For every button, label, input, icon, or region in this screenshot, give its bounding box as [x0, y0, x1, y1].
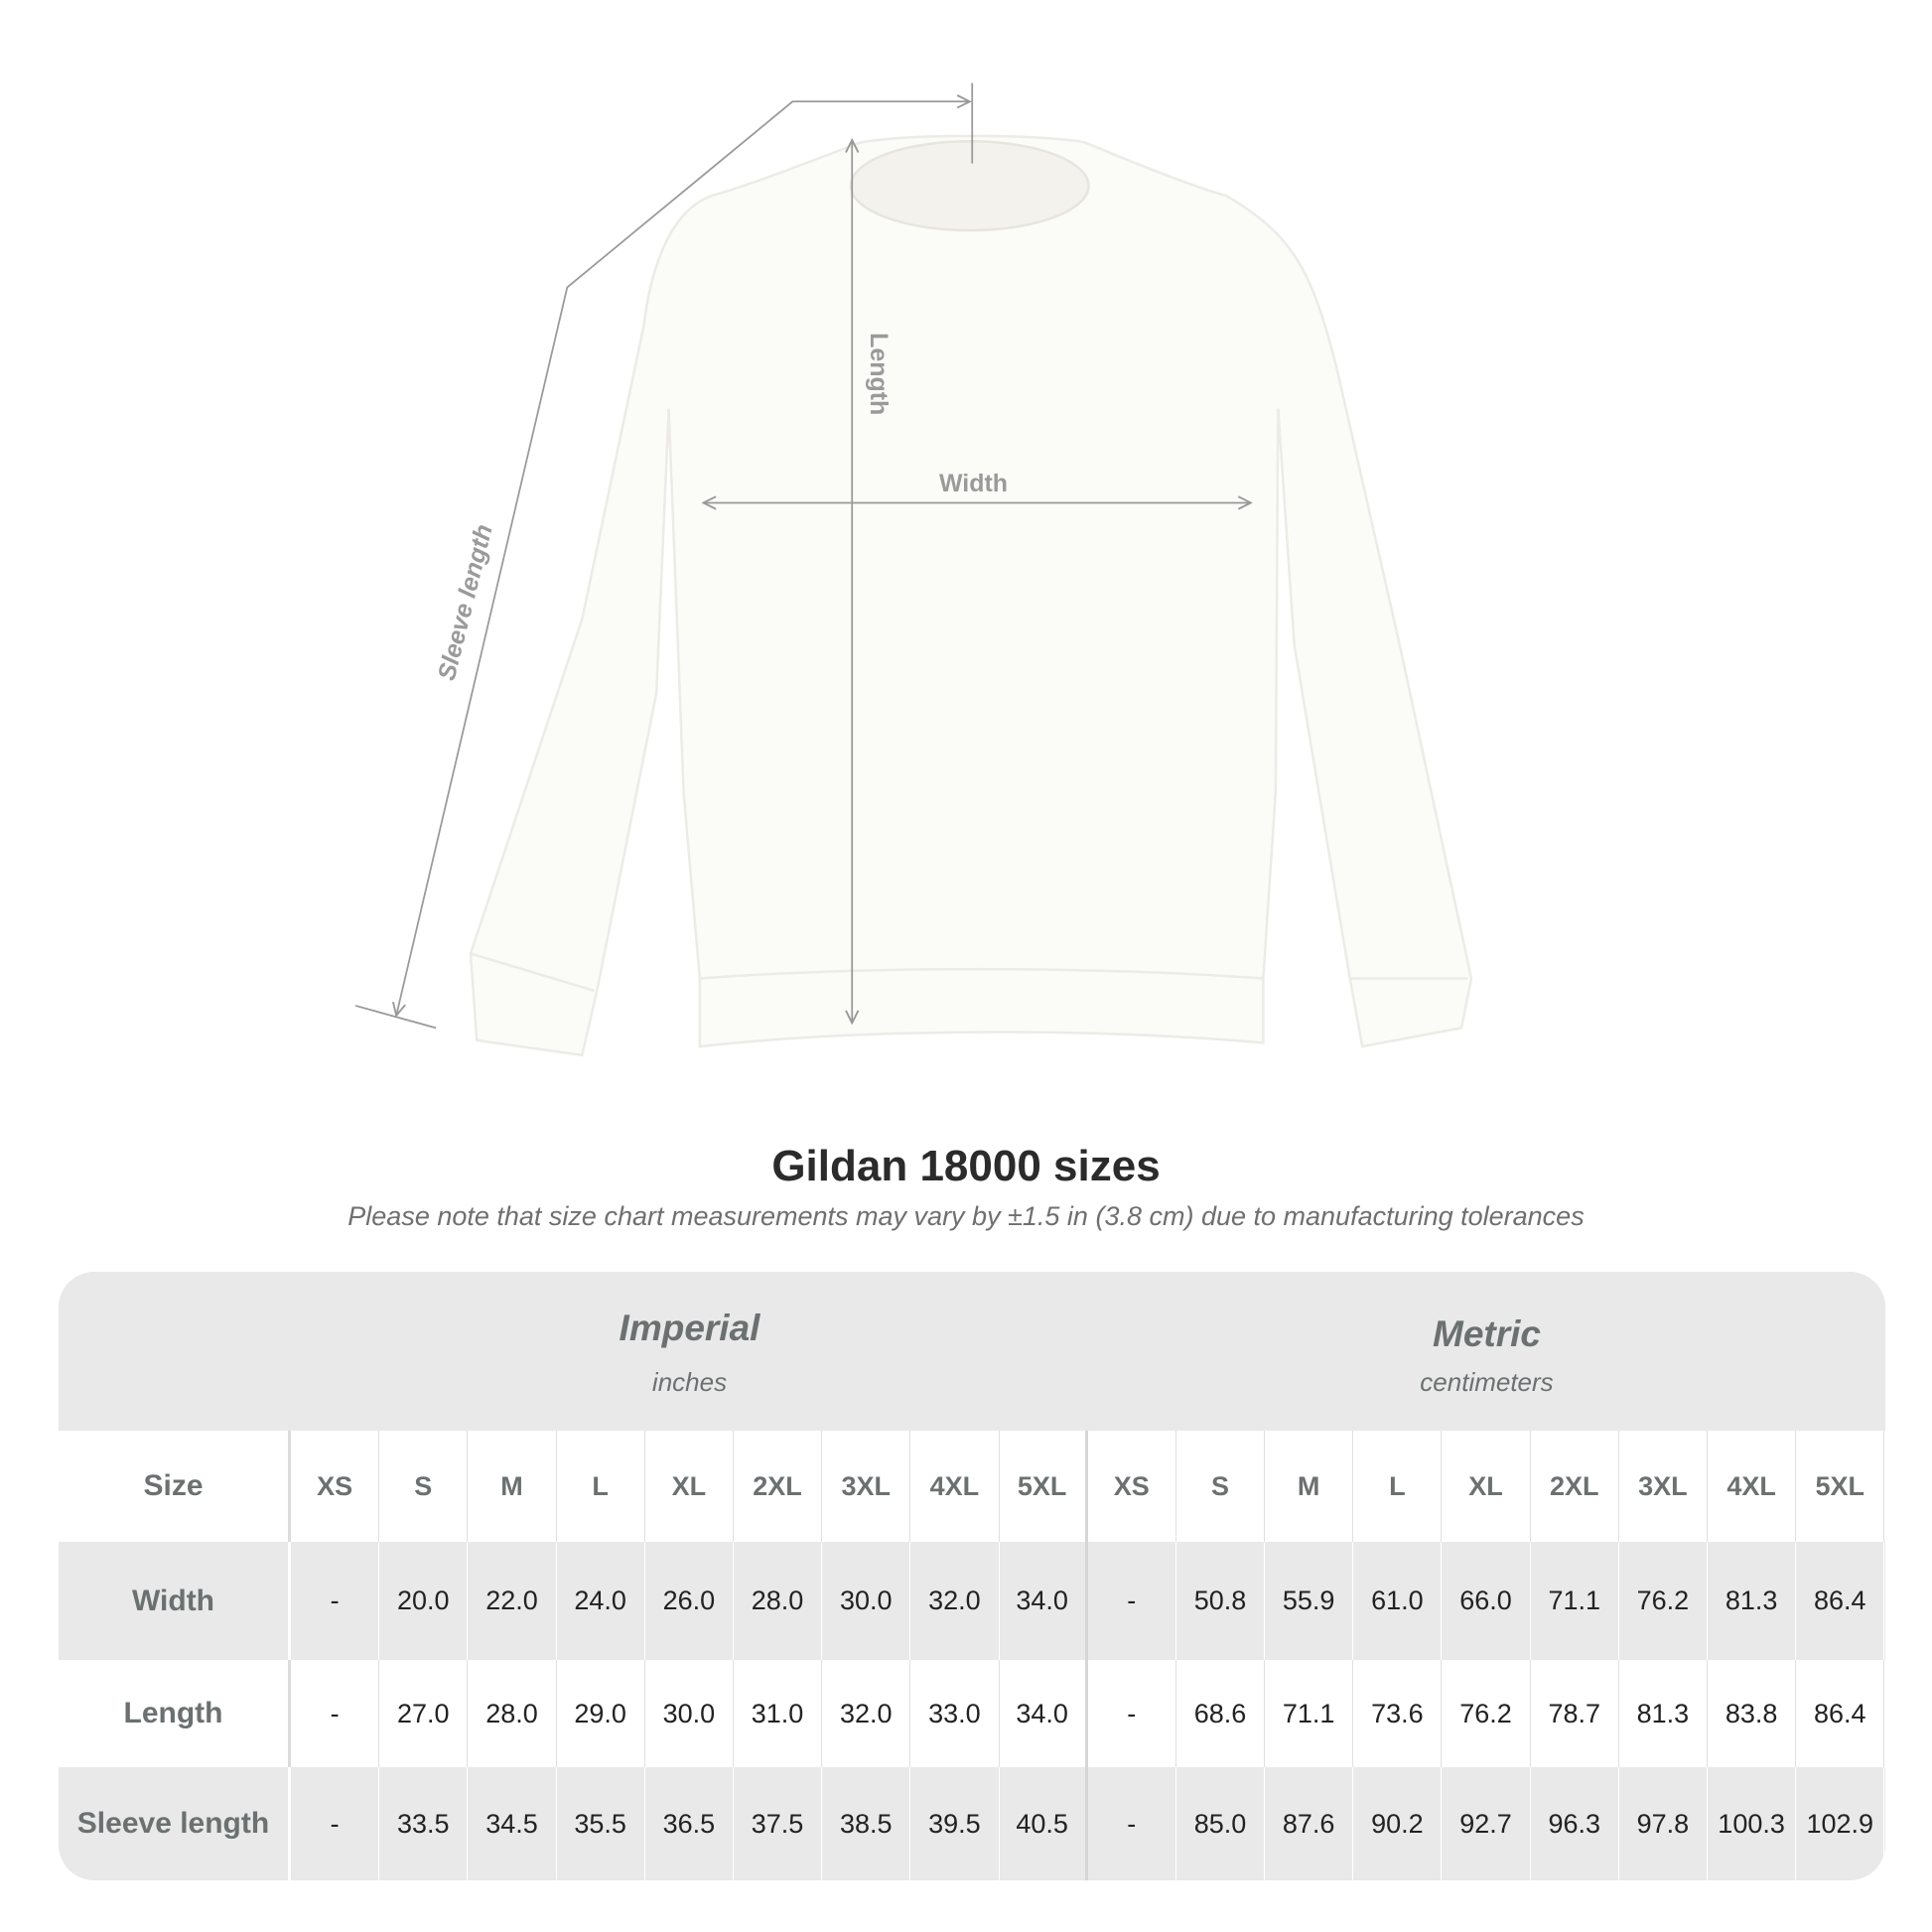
row-label: Length: [59, 1660, 291, 1767]
size-row: Size XS S M L XL 2XL 3XL 4XL 5XL XS S M L XL 2XL 3XL 4XL…: [59, 1431, 1885, 1542]
size-header-metric: 5XL: [1796, 1431, 1885, 1542]
table-cell-imperial: 28.0: [734, 1542, 823, 1660]
table-cell-imperial: -: [291, 1660, 380, 1767]
table-cell-metric: 81.3: [1708, 1542, 1797, 1660]
size-header-metric: S: [1176, 1431, 1266, 1542]
table-cell-metric: -: [1088, 1542, 1176, 1660]
table-cell-imperial: 27.0: [379, 1660, 469, 1767]
imperial-unit: inches: [651, 1367, 728, 1397]
imperial-header: Imperial inches: [291, 1272, 1088, 1431]
size-header-metric: 4XL: [1708, 1431, 1797, 1542]
tolerance-note: Please note that size chart measurements…: [347, 1201, 1585, 1231]
table-cell-imperial: 29.0: [557, 1660, 645, 1767]
size-header-imperial: 2XL: [734, 1431, 823, 1542]
table-cell-imperial: -: [291, 1767, 380, 1880]
size-header-metric: 3XL: [1619, 1431, 1708, 1542]
table-row-length: Length -27.0 28.0 29.0 30.0 31.0 32.0 33.0 34.0-…: [59, 1660, 1885, 1767]
metric-title: Metric: [1433, 1313, 1541, 1354]
measurement-lines: [354, 82, 1251, 1030]
size-header-imperial: XL: [645, 1431, 734, 1542]
table-cell-imperial: 34.0: [1000, 1660, 1088, 1767]
table-cell-imperial: 33.0: [910, 1660, 1000, 1767]
row-label: Sleeve length: [59, 1767, 291, 1880]
table-cell-imperial: 33.5: [379, 1767, 469, 1880]
table-cell-imperial: 24.0: [557, 1542, 645, 1660]
table-cell-metric: 81.3: [1619, 1660, 1708, 1767]
size-header-imperial: XS: [291, 1431, 380, 1542]
size-header-imperial: M: [468, 1431, 557, 1542]
table-cell-metric: 50.8: [1176, 1542, 1266, 1660]
size-header-imperial: 4XL: [910, 1431, 1000, 1542]
table-cell-metric: 71.1: [1265, 1660, 1354, 1767]
table-cell-imperial: 36.5: [645, 1767, 734, 1880]
size-table: Imperial inches Metric centimeters Size …: [59, 1272, 1885, 1880]
metric-unit: centimeters: [1420, 1367, 1554, 1397]
table-cell-metric: 100.3: [1708, 1767, 1797, 1880]
table-cell-metric: -: [1088, 1660, 1176, 1767]
size-header-imperial: L: [557, 1431, 645, 1542]
table-cell-imperial: 22.0: [468, 1542, 557, 1660]
table-cell-metric: 76.2: [1442, 1660, 1531, 1767]
table-header: Imperial inches Metric centimeters: [59, 1272, 1885, 1431]
table-cell-metric: 55.9: [1265, 1542, 1354, 1660]
sleeve-length-arrow: [396, 101, 970, 1016]
table-cell-imperial: 40.5: [1000, 1767, 1088, 1880]
length-label: Length: [865, 333, 893, 415]
table-cell-metric: 97.8: [1619, 1767, 1708, 1880]
imperial-title: Imperial: [619, 1308, 760, 1348]
size-header-imperial: 3XL: [822, 1431, 911, 1542]
table-cell-metric: 73.6: [1353, 1660, 1443, 1767]
table-cell-imperial: 31.0: [734, 1660, 823, 1767]
size-header-metric: XL: [1442, 1431, 1531, 1542]
table-cell-imperial: 34.5: [468, 1767, 557, 1880]
table-cell-metric: 61.0: [1353, 1542, 1443, 1660]
table-cell-imperial: 20.0: [379, 1542, 469, 1660]
table-cell-metric: 66.0: [1442, 1542, 1531, 1660]
table-row-sleeve-length: Sleeve length -33.5 34.5 35.5 36.5 37.5 38.5 39…: [59, 1767, 1885, 1880]
table-cell-imperial: 37.5: [734, 1767, 823, 1880]
size-header-imperial: S: [379, 1431, 469, 1542]
table-cell-metric: 86.4: [1796, 1542, 1885, 1660]
table-cell-metric: 87.6: [1265, 1767, 1354, 1880]
table-cell-imperial: 28.0: [468, 1660, 557, 1767]
table-cell-metric: 86.4: [1796, 1660, 1885, 1767]
metric-header: Metric centimeters: [1088, 1272, 1885, 1431]
sleeve-length-label: Sleeve length: [433, 521, 498, 683]
table-cell-imperial: 30.0: [645, 1660, 734, 1767]
sweatshirt-illustration: [469, 134, 1473, 1057]
size-header-imperial: 5XL: [1000, 1431, 1088, 1542]
size-header-metric: M: [1265, 1431, 1354, 1542]
table-cell-imperial: 32.0: [910, 1542, 1000, 1660]
table-cell-imperial: -: [291, 1542, 380, 1660]
size-header-metric: XS: [1088, 1431, 1176, 1542]
table-cell-metric: 90.2: [1353, 1767, 1443, 1880]
table-cell-metric: 83.8: [1708, 1660, 1797, 1767]
chart-title: Gildan 18000 sizes: [771, 1142, 1161, 1190]
table-cell-imperial: 38.5: [822, 1767, 911, 1880]
size-header-metric: 2XL: [1531, 1431, 1619, 1542]
table-cell-imperial: 34.0: [1000, 1542, 1088, 1660]
table-cell-imperial: 35.5: [557, 1767, 645, 1880]
table-cell-imperial: 32.0: [822, 1660, 911, 1767]
row-label: Width: [59, 1542, 291, 1660]
table-cell-imperial: 30.0: [822, 1542, 911, 1660]
table-cell-metric: 96.3: [1531, 1767, 1619, 1880]
table-cell-metric: 102.9: [1796, 1767, 1885, 1880]
table-cell-imperial: 26.0: [645, 1542, 734, 1660]
table-cell-imperial: 39.5: [910, 1767, 1000, 1880]
table-cell-metric: 76.2: [1619, 1542, 1708, 1660]
width-label: Width: [939, 470, 1008, 497]
table-cell-metric: -: [1088, 1767, 1176, 1880]
table-cell-metric: 78.7: [1531, 1660, 1619, 1767]
cuff-tick: [354, 1005, 437, 1030]
table-cell-metric: 85.0: [1176, 1767, 1266, 1880]
table-row-width: Width -20.0 22.0 24.0 26.0 28.0 30.0 32.0 34.0-5…: [59, 1542, 1885, 1660]
table-cell-metric: 71.1: [1531, 1542, 1619, 1660]
size-header-metric: L: [1353, 1431, 1443, 1542]
table-cell-metric: 68.6: [1176, 1660, 1266, 1767]
row-label: Size: [59, 1431, 291, 1542]
table-cell-metric: 92.7: [1442, 1767, 1531, 1880]
